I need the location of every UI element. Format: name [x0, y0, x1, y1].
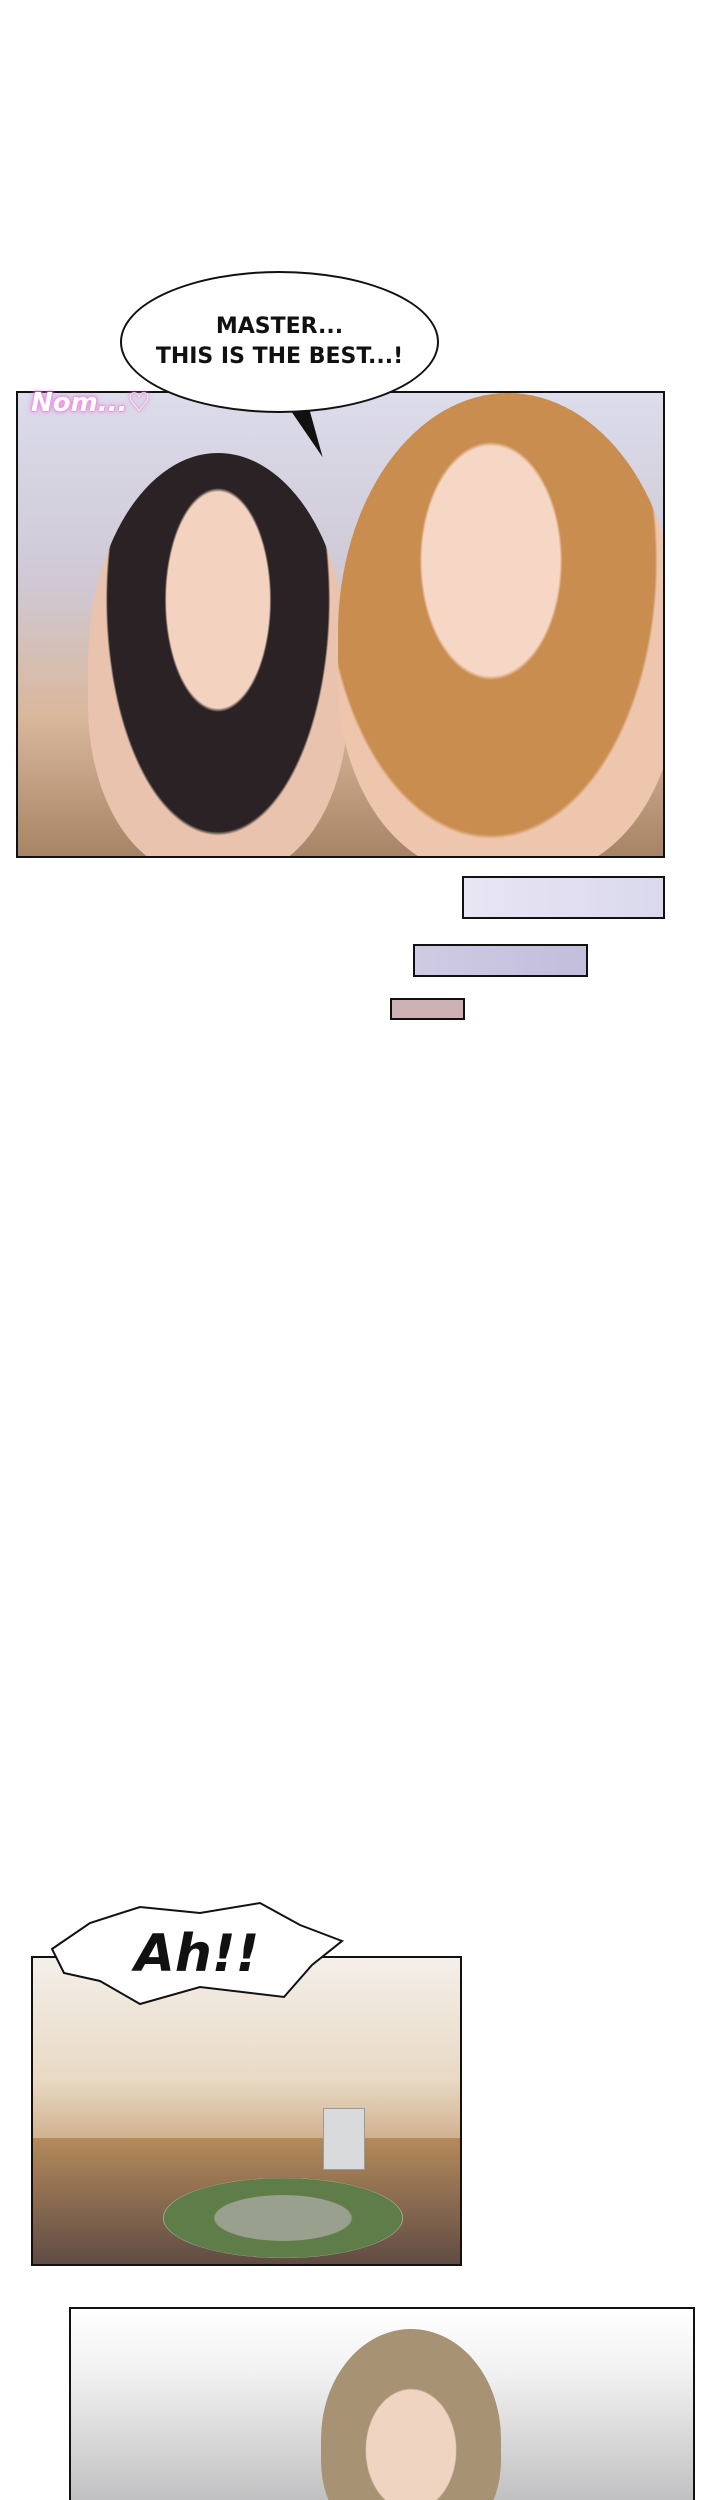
comic-panel-2: [31, 1956, 462, 2266]
character-light-hair: [338, 393, 663, 856]
character: [321, 2329, 501, 2500]
sound-effect: Nom...♡: [31, 388, 151, 418]
speech-line: THIS IS THE BEST...!: [155, 344, 404, 369]
comic-panel-1: [16, 391, 665, 858]
speech-bubble: MASTER... THIS IS THE BEST...!: [120, 271, 439, 413]
glass: [323, 2108, 365, 2170]
comic-panel-3: [69, 2307, 695, 2500]
transition-bar: [462, 876, 665, 919]
shout-text: Ah!!: [134, 1923, 260, 1984]
transition-bar: [413, 944, 588, 977]
shout-bubble: Ah!!: [50, 1901, 344, 2006]
food-plate: [163, 2178, 403, 2258]
shout-bubble-shape: [50, 1901, 344, 2006]
transition-bar: [390, 998, 465, 1020]
speech-line: MASTER...: [215, 314, 344, 339]
character-dark-hair: [88, 453, 348, 856]
